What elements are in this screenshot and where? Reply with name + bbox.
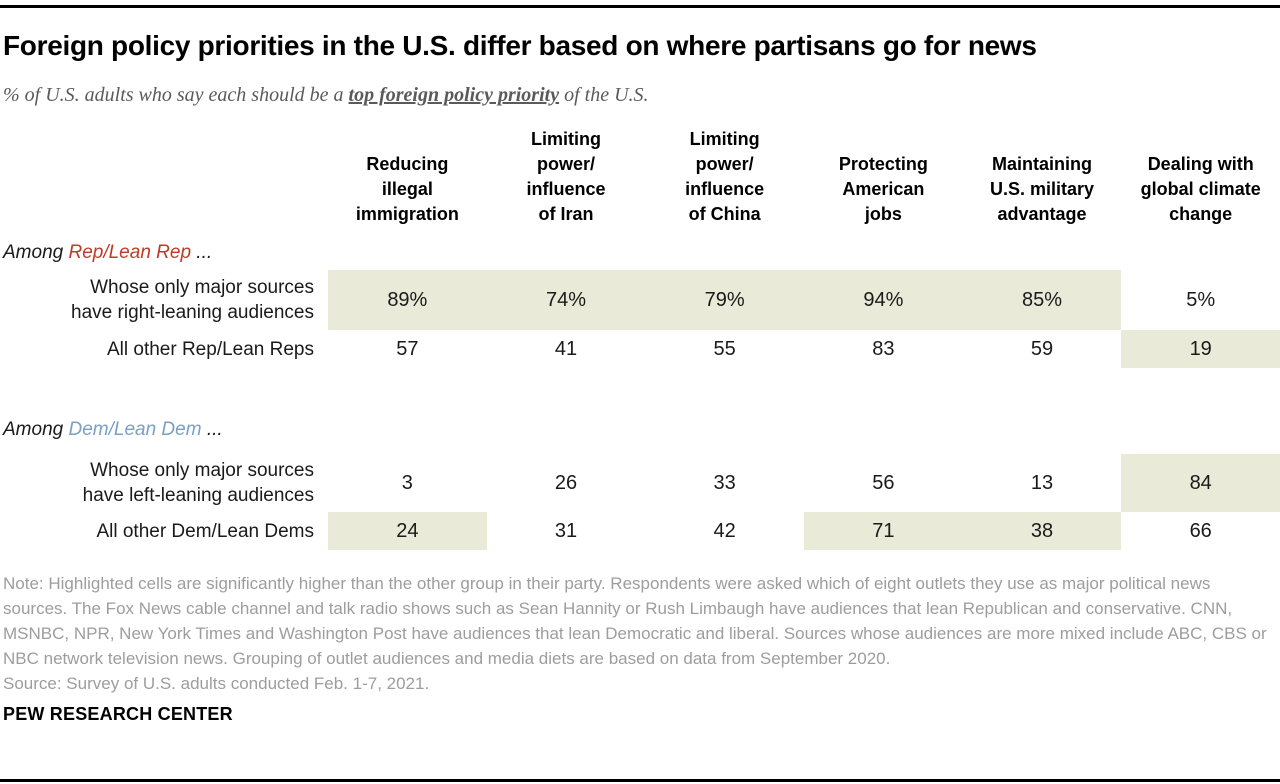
- data-cell: 57: [396, 337, 419, 360]
- table-row-rep-allother: All other Rep/Lean Reps 57 41 55 83 59 1…: [3, 330, 1280, 368]
- page-title: Foreign policy priorities in the U.S. di…: [3, 30, 1037, 61]
- data-cell: 71: [804, 512, 963, 550]
- data-cell: 33: [713, 471, 736, 494]
- chart-content: Foreign policy priorities in the U.S. di…: [3, 30, 1280, 724]
- subtitle-suffix: of the U.S.: [559, 84, 649, 106]
- column-header-china: Limiting power/ influence of China: [685, 129, 765, 224]
- data-cell: 38: [962, 512, 1122, 550]
- group-label-party-rep: Rep/Lean Rep: [68, 242, 192, 263]
- data-cell: 5%: [1186, 288, 1216, 311]
- data-cell: 84: [1121, 454, 1280, 512]
- subtitle: % of U.S. adults who say each should be …: [3, 84, 1280, 107]
- data-cell: 26: [554, 471, 578, 494]
- data-cell: 66: [1189, 519, 1212, 542]
- row-label: All other Dem/Lean Dems: [96, 520, 314, 542]
- column-header-jobs: Protecting American jobs: [838, 154, 928, 224]
- data-cell: 41: [554, 337, 578, 360]
- top-rule: [0, 5, 1280, 8]
- source-text: Source: Survey of U.S. adults conducted …: [3, 674, 430, 693]
- row-label: Whose only major sources have right-lean…: [71, 277, 314, 323]
- column-header-immigration: Reducing illegal immigration: [355, 154, 459, 224]
- column-header-climate: Dealing with global climate change: [1140, 154, 1261, 224]
- data-cell: 85%: [962, 270, 1122, 330]
- row-label: Whose only major sources have left-leani…: [82, 460, 314, 506]
- subtitle-emphasis: top foreign policy priority: [348, 84, 560, 106]
- column-header-iran: Limiting power/ influence of Iran: [526, 129, 606, 224]
- group-label-prefix: Among: [3, 242, 69, 263]
- data-table: Reducing illegal immigration Limiting po…: [3, 127, 1280, 550]
- data-cell: 89%: [328, 270, 487, 330]
- data-cell: 24: [328, 512, 487, 550]
- note-text: Note: Highlighted cells are significantl…: [3, 574, 1267, 668]
- group-label-ellipsis: ...: [201, 419, 223, 440]
- data-cell: 79%: [645, 270, 805, 330]
- data-cell: 42: [713, 519, 736, 542]
- table-row-rep-rightleaning: Whose only major sources have right-lean…: [3, 270, 1280, 330]
- group-spacer: [3, 368, 1280, 410]
- data-cell: 31: [554, 519, 578, 542]
- data-cell: 13: [1030, 471, 1054, 494]
- data-cell: 19: [1121, 330, 1280, 368]
- row-label: All other Rep/Lean Reps: [106, 338, 314, 360]
- column-header-military: Maintaining U.S. military advantage: [990, 154, 1095, 224]
- data-cell: 3: [401, 471, 413, 494]
- data-cell: 74%: [486, 270, 646, 330]
- data-cell: 56: [872, 471, 895, 494]
- data-cell: 59: [1030, 337, 1054, 360]
- bottom-rule: [0, 779, 1280, 782]
- column-header-row: Reducing illegal immigration Limiting po…: [3, 127, 1280, 233]
- subtitle-prefix: % of U.S. adults who say each should be …: [3, 84, 349, 106]
- data-cell: 94%: [804, 270, 963, 330]
- data-cell: 83: [872, 337, 895, 360]
- group-label-prefix: Among: [3, 419, 69, 440]
- data-cell: 55: [713, 337, 736, 360]
- table-row-dem-allother: All other Dem/Lean Dems 24 31 42 71 38 6…: [3, 512, 1280, 550]
- table-row-dem-leftleaning: Whose only major sources have left-leani…: [3, 454, 1280, 512]
- pew-research-center-brand: PEW RESEARCH CENTER: [3, 704, 233, 724]
- group-label-ellipsis: ...: [191, 242, 213, 263]
- group-label-dem: Among Dem/Lean Dem ...: [3, 418, 1280, 442]
- group-label-rep: Among Rep/Lean Rep ...: [3, 241, 1280, 265]
- group-label-party-dem: Dem/Lean Dem: [68, 419, 202, 440]
